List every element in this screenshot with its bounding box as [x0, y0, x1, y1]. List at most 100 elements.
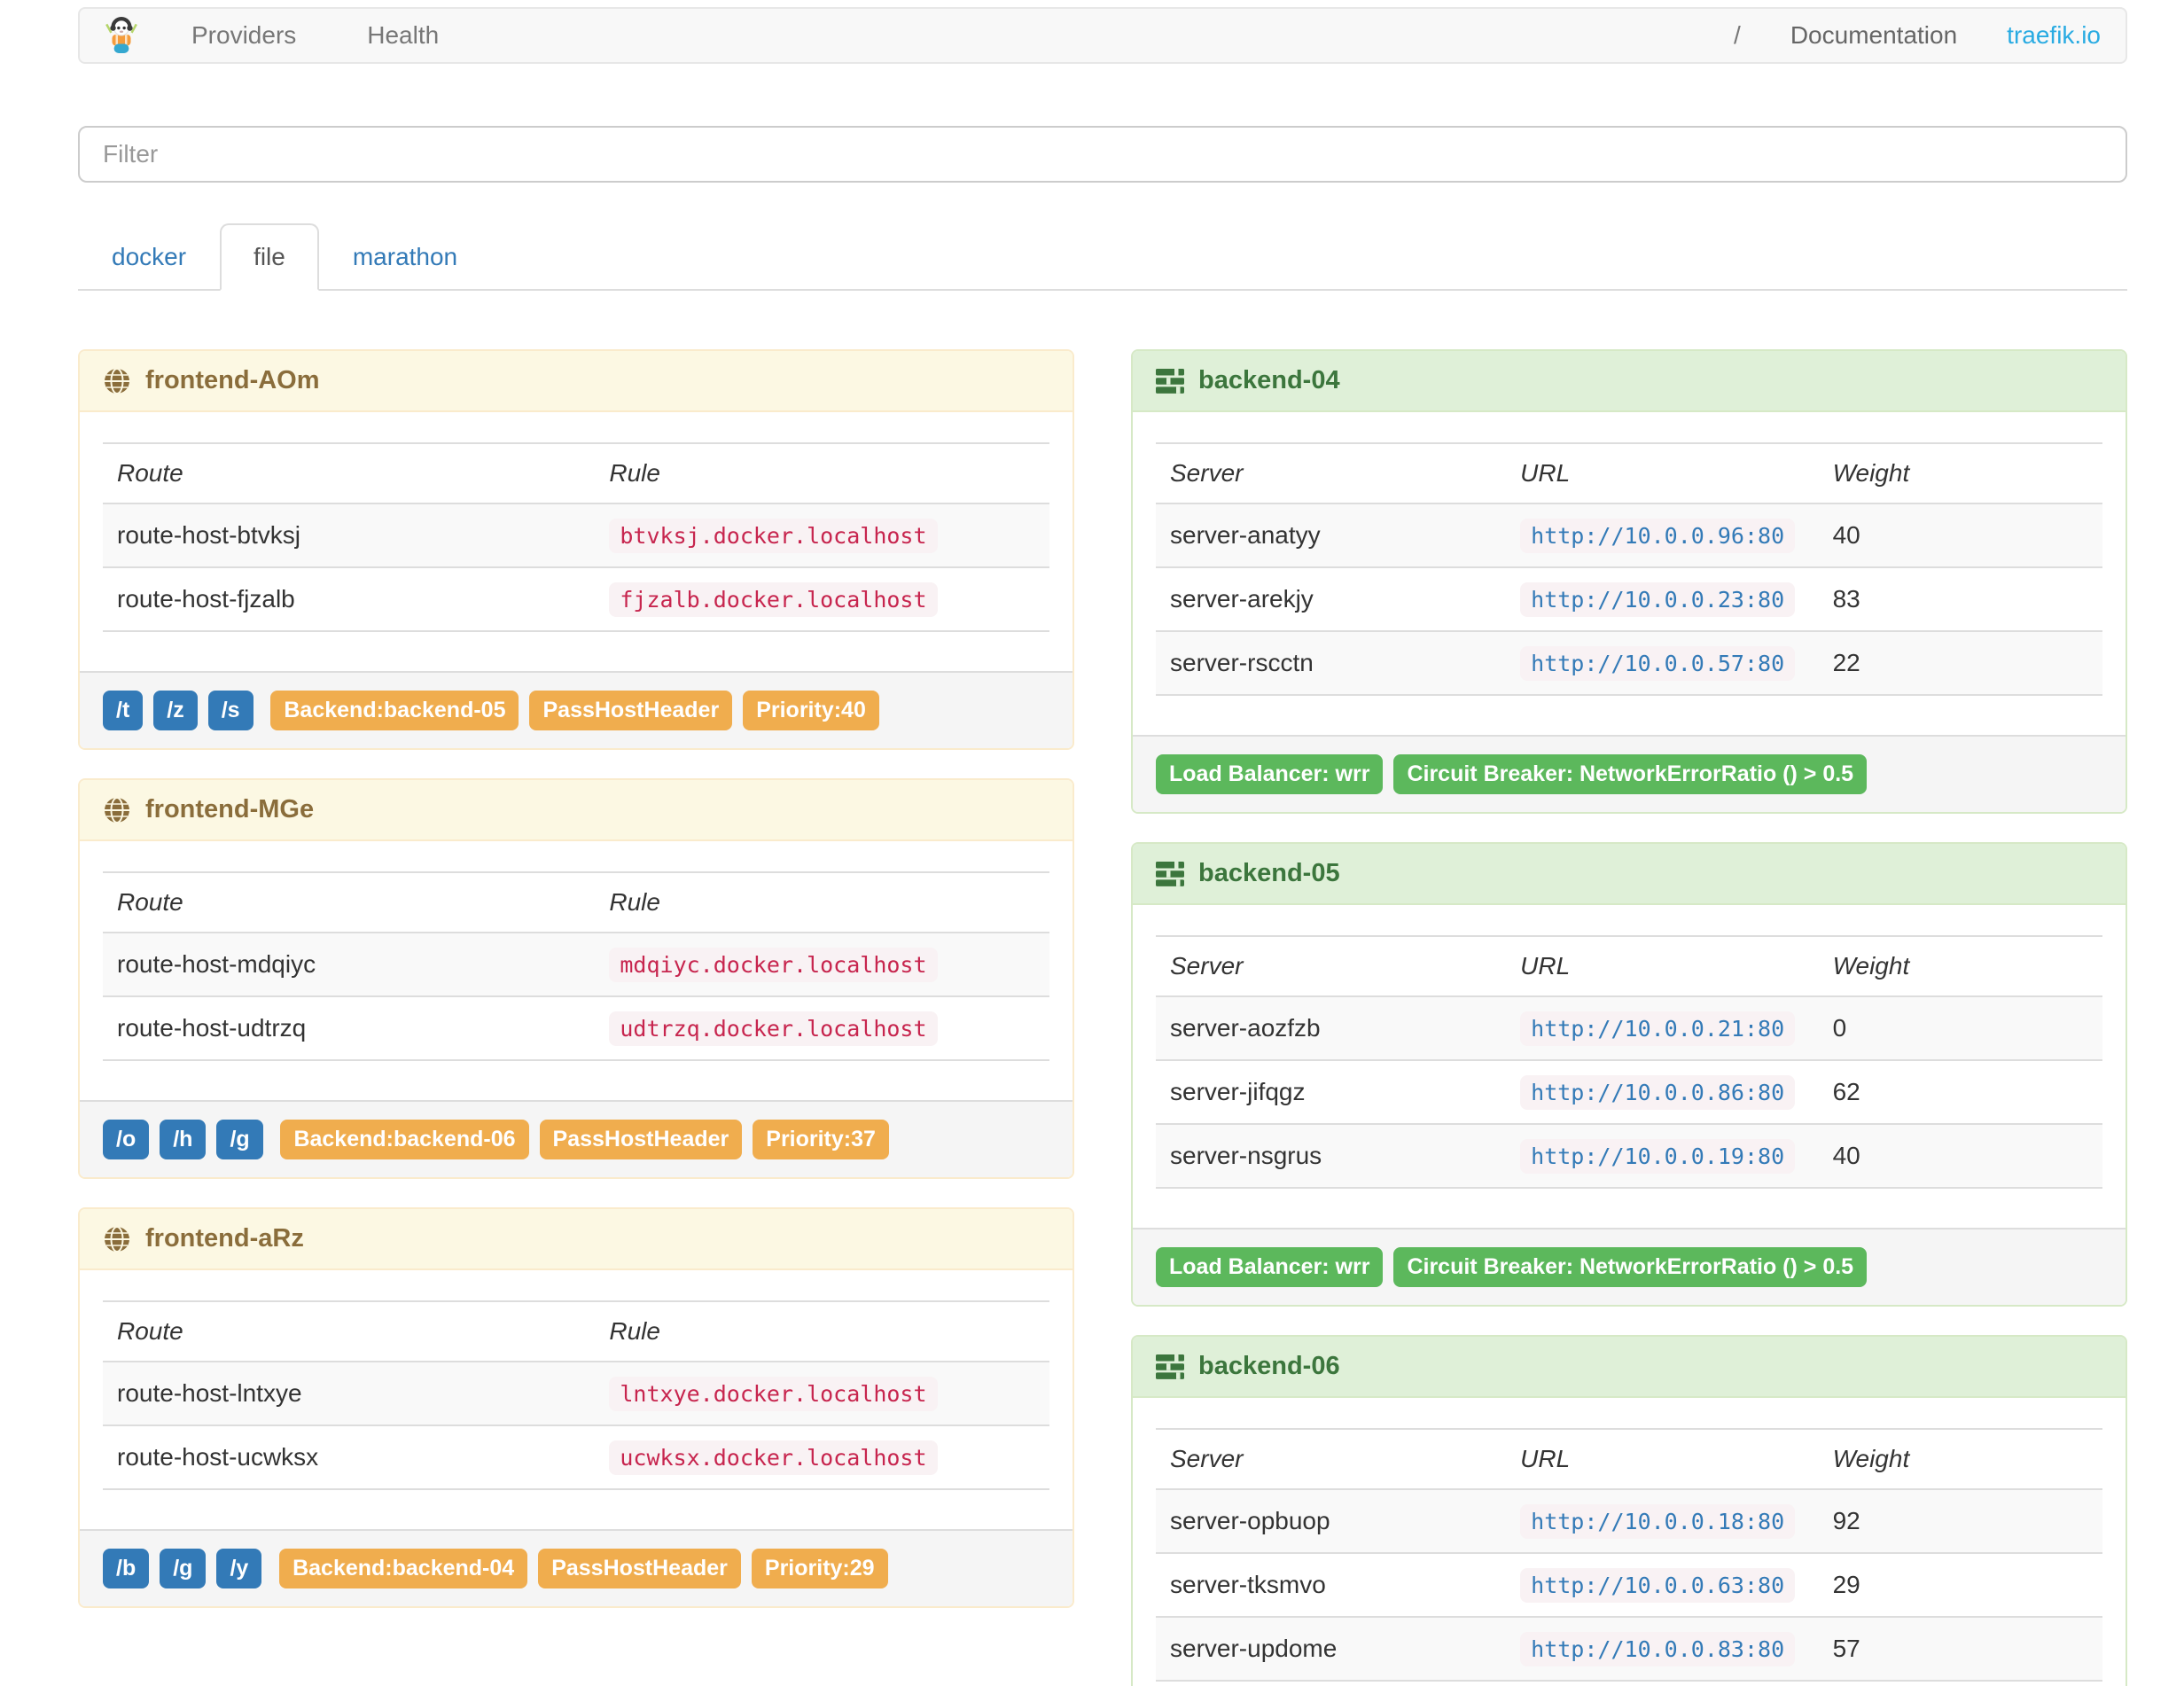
frontend-panel-body: Route Rule route-host-lntxye lntxye.dock…: [80, 1270, 1072, 1529]
globe-icon: [105, 1225, 129, 1253]
routes-table: Route Rule route-host-lntxye lntxye.dock…: [103, 1300, 1049, 1490]
server-name: server-opbuop: [1156, 1489, 1507, 1554]
entrypoint-badge: /z: [153, 691, 198, 730]
route-row: route-host-udtrzq udtrzq.docker.localhos…: [103, 996, 1049, 1061]
routes-table-header-row: Route Rule: [103, 1300, 1049, 1362]
frontend-panel-footer: /o/h/g Backend:backend-06 PassHostHeader P…: [80, 1100, 1072, 1177]
rule-column-header: Rule: [595, 871, 1049, 933]
routes-table: Route Rule route-host-btvksj btvksj.dock…: [103, 442, 1049, 632]
backend-title: backend-04: [1198, 366, 1340, 394]
backend-panel-header: backend-04: [1133, 351, 2126, 412]
server-row: server-nsgrus http://10.0.0.19:80 40: [1156, 1124, 2102, 1189]
backend-panel: backend-05 Server URL Weight: [1131, 842, 2127, 1307]
route-name: route-host-ucwksx: [103, 1425, 596, 1490]
server-weight: 40: [1818, 1124, 2102, 1189]
server-url-link[interactable]: http://10.0.0.83:80: [1520, 1632, 1796, 1666]
server-url-link[interactable]: http://10.0.0.63:80: [1520, 1568, 1796, 1603]
server-weight: 92: [1818, 1489, 2102, 1554]
traefik-mascot-icon: [105, 17, 137, 53]
weight-column-header: Weight: [1818, 935, 2102, 997]
frontend-panel-footer: /t/z/s Backend:backend-05 PassHostHeader P…: [80, 671, 1072, 748]
server-name: server-updome: [1156, 1617, 1507, 1682]
server-url-link[interactable]: http://10.0.0.19:80: [1520, 1139, 1796, 1174]
backend-panel-header: backend-05: [1133, 844, 2126, 905]
url-column-header: URL: [1506, 1428, 1819, 1490]
entrypoint-badge: /o: [103, 1120, 150, 1159]
server-name: server-tksmvo: [1156, 1553, 1507, 1618]
server-weight: 40: [1818, 503, 2102, 568]
tab-docker[interactable]: docker: [112, 243, 187, 270]
nav-link-health[interactable]: Health: [367, 21, 440, 49]
entrypoint-badge: /y: [216, 1549, 262, 1588]
rule-column-header: Rule: [595, 442, 1049, 504]
rule-code: udtrzq.docker.localhost: [609, 1011, 938, 1046]
route-name: route-host-udtrzq: [103, 996, 596, 1061]
server-row: server-tksmvo http://10.0.0.63:80 29: [1156, 1553, 2102, 1618]
frontend-panel: frontend-AOm Route Rule: [78, 349, 1074, 750]
server-tasks-icon: [1156, 861, 1184, 886]
routes-table: Route Rule route-host-mdqiyc mdqiyc.dock…: [103, 871, 1049, 1061]
backend-panel-header: backend-06: [1133, 1337, 2126, 1398]
weight-column-header: Weight: [1818, 442, 2102, 504]
frontends-column: frontend-AOm Route Rule: [78, 349, 1074, 1636]
frontend-panel-body: Route Rule route-host-mdqiyc mdqiyc.dock…: [80, 841, 1072, 1100]
backend-panel-body: Server URL Weight server-opbuop: [1133, 1398, 2126, 1686]
backend-title: backend-06: [1198, 1352, 1340, 1380]
server-row: server-updome http://10.0.0.83:80 57: [1156, 1617, 2102, 1682]
frontend-tag-badge: Priority:40: [743, 691, 879, 730]
nav-link-traefik-io[interactable]: traefik.io: [2007, 21, 2101, 49]
server-row: server-anatyy http://10.0.0.96:80 40: [1156, 503, 2102, 568]
routes-table-header-row: Route Rule: [103, 442, 1049, 504]
frontend-panel: frontend-aRz Route Rule: [78, 1207, 1074, 1608]
server-tasks-icon: [1156, 368, 1184, 394]
server-row: server-rscctn http://10.0.0.57:80 22: [1156, 631, 2102, 696]
frontend-panel: frontend-MGe Route Rule: [78, 778, 1074, 1179]
frontend-tag-badge: PassHostHeader: [539, 1120, 743, 1159]
server-weight: 22: [1818, 631, 2102, 696]
frontend-tag-badge: PassHostHeader: [529, 691, 733, 730]
frontend-tag-badge: Backend:backend-05: [270, 691, 519, 730]
backend-panel-footer: Load Balancer: wrr Circuit Breaker: Netwo…: [1133, 1228, 2126, 1305]
server-name: server-anatyy: [1156, 503, 1507, 568]
backend-panel-footer: Load Balancer: wrr Circuit Breaker: Netwo…: [1133, 735, 2126, 812]
nav-link-providers[interactable]: Providers: [191, 21, 297, 49]
server-url-link[interactable]: http://10.0.0.21:80: [1520, 1011, 1796, 1046]
backend-panel-body: Server URL Weight server-aozfzb: [1133, 905, 2126, 1228]
route-column-header: Route: [103, 442, 596, 504]
route-row: route-host-mdqiyc mdqiyc.docker.localhos…: [103, 933, 1049, 997]
rule-code: fjzalb.docker.localhost: [609, 582, 938, 617]
routes-table-header-row: Route Rule: [103, 871, 1049, 933]
filter-input[interactable]: [78, 126, 2127, 183]
tab-file[interactable]: file: [220, 223, 319, 291]
servers-table: Server URL Weight server-anatyy: [1156, 442, 2102, 696]
entrypoint-badge: /g: [160, 1549, 207, 1588]
servers-table: Server URL Weight server-aozfzb: [1156, 935, 2102, 1189]
entrypoint-badge: /b: [103, 1549, 150, 1588]
server-url-link[interactable]: http://10.0.0.57:80: [1520, 646, 1796, 681]
url-column-header: URL: [1506, 442, 1819, 504]
server-url-link[interactable]: http://10.0.0.96:80: [1520, 519, 1796, 553]
tab-marathon[interactable]: marathon: [352, 243, 458, 270]
nav-link-documentation[interactable]: Documentation: [1790, 21, 1958, 49]
server-name: server-rscctn: [1156, 631, 1507, 696]
globe-icon: [105, 367, 129, 394]
servers-table-header-row: Server URL Weight: [1156, 935, 2102, 997]
server-column-header: Server: [1156, 1428, 1507, 1490]
rule-code: lntxye.docker.localhost: [609, 1377, 938, 1411]
traefik-logo[interactable]: [105, 17, 138, 54]
route-column-header: Route: [103, 1300, 596, 1362]
rule-code: ucwksx.docker.localhost: [609, 1440, 938, 1475]
server-column-header: Server: [1156, 442, 1507, 504]
frontend-tag-badge: Backend:backend-06: [280, 1120, 529, 1159]
frontend-panel-header: frontend-MGe: [80, 780, 1072, 841]
provider-tabs: docker file marathon: [78, 223, 2127, 291]
server-url-link[interactable]: http://10.0.0.18:80: [1520, 1504, 1796, 1539]
navbar: Providers Health / Documentation traefik…: [78, 7, 2127, 64]
server-weight: 62: [1818, 1060, 2102, 1125]
frontend-title: frontend-MGe: [145, 795, 315, 823]
server-row: server-aozfzb http://10.0.0.21:80 0: [1156, 996, 2102, 1061]
server-url-link[interactable]: http://10.0.0.86:80: [1520, 1075, 1796, 1110]
server-url-link[interactable]: http://10.0.0.23:80: [1520, 582, 1796, 617]
entrypoint-badge: /s: [207, 691, 254, 730]
backend-label-badge: Load Balancer: wrr: [1156, 754, 1384, 794]
